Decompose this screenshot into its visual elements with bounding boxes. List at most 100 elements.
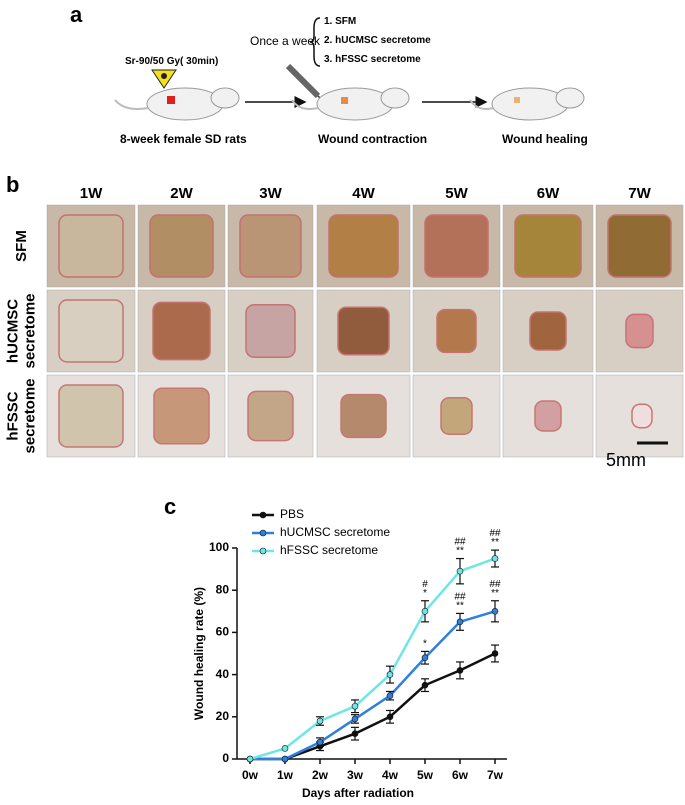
data-point bbox=[421, 607, 429, 615]
wound bbox=[534, 400, 562, 432]
x-tick-label: 0w bbox=[242, 768, 259, 782]
wound-photo bbox=[412, 204, 501, 288]
x-tick-label: 7w bbox=[487, 768, 504, 782]
wound-photo bbox=[316, 289, 411, 373]
legend-marker bbox=[259, 511, 267, 519]
wound bbox=[58, 384, 124, 448]
wound bbox=[245, 304, 296, 358]
wound bbox=[149, 214, 214, 278]
wound bbox=[436, 308, 477, 354]
wound-photo bbox=[502, 289, 594, 373]
wound bbox=[631, 403, 653, 429]
y-tick-label: 0 bbox=[222, 751, 229, 765]
brace bbox=[309, 17, 321, 67]
wound-photo bbox=[502, 374, 594, 458]
y-tick-label: 80 bbox=[216, 582, 230, 596]
data-point bbox=[246, 755, 254, 763]
significance-mark: # bbox=[422, 579, 428, 590]
significance-mark: ## bbox=[489, 579, 501, 590]
row-label: secretome bbox=[21, 378, 38, 453]
caption: Wound contraction bbox=[318, 132, 427, 146]
x-tick-label: 1w bbox=[277, 768, 294, 782]
significance-mark: * bbox=[423, 588, 427, 599]
data-point bbox=[351, 715, 359, 723]
row-label: secretome bbox=[21, 293, 38, 368]
data-point bbox=[281, 755, 289, 763]
data-point bbox=[316, 738, 324, 746]
wound bbox=[625, 313, 654, 349]
y-axis-label: Wound healing rate (%) bbox=[192, 587, 206, 720]
data-point bbox=[316, 717, 324, 725]
x-tick-label: 4w bbox=[382, 768, 399, 782]
legend-marker bbox=[259, 529, 267, 537]
x-tick-label: 6w bbox=[452, 768, 469, 782]
treatment: 1. SFM bbox=[324, 16, 356, 27]
wound bbox=[337, 306, 390, 356]
column-header: 7W bbox=[628, 185, 651, 202]
wound bbox=[239, 214, 302, 278]
rat bbox=[469, 87, 585, 121]
data-point bbox=[281, 745, 289, 752]
wound bbox=[514, 214, 582, 278]
row-label: hFSSC bbox=[4, 391, 21, 440]
data-point bbox=[456, 618, 464, 626]
wound-photo bbox=[412, 374, 501, 458]
series-line bbox=[249, 557, 496, 761]
frequency: Once a week bbox=[250, 34, 321, 48]
wound-photo bbox=[595, 289, 684, 373]
x-axis-label: Days after radiation bbox=[302, 786, 414, 800]
y-tick-label: 100 bbox=[209, 540, 229, 554]
wound-photo bbox=[46, 204, 136, 288]
data-point bbox=[491, 650, 499, 657]
radiation-icon bbox=[161, 73, 167, 79]
significance-mark: ** bbox=[456, 546, 464, 557]
legend-marker bbox=[259, 547, 267, 555]
significance-mark: ## bbox=[454, 537, 466, 548]
column-header: 2W bbox=[170, 185, 193, 202]
wound-photo bbox=[137, 204, 226, 288]
column-header: 4W bbox=[352, 185, 375, 202]
wound bbox=[340, 393, 387, 439]
legend-label: hFSSC secretome bbox=[280, 543, 378, 557]
data-point bbox=[421, 681, 429, 689]
rat bbox=[114, 87, 240, 121]
panel-label: a bbox=[70, 2, 83, 27]
x-tick-label: 3w bbox=[347, 768, 364, 782]
treatment: 3. hFSSC secretome bbox=[324, 54, 421, 65]
wound-photo bbox=[595, 374, 684, 458]
significance-mark: ** bbox=[456, 600, 464, 611]
wound bbox=[529, 311, 567, 351]
y-tick-label: 60 bbox=[216, 625, 230, 639]
significance-mark: ## bbox=[454, 591, 466, 602]
column-header: 1W bbox=[80, 185, 103, 202]
panel-label: c bbox=[164, 494, 176, 519]
wound-photo bbox=[316, 204, 411, 288]
x-tick-label: 5w bbox=[417, 768, 434, 782]
column-header: 3W bbox=[259, 185, 282, 202]
wound bbox=[153, 387, 210, 445]
caption: 8-week female SD rats bbox=[120, 132, 247, 146]
significance-mark: ** bbox=[491, 537, 499, 548]
caption: Wound healing bbox=[502, 132, 588, 146]
wound-photo bbox=[595, 204, 684, 288]
panel-a: a Sr-90/50 Gy( 30min) 8-week female SD r… bbox=[70, 2, 588, 146]
wound bbox=[58, 299, 124, 363]
data-point bbox=[351, 702, 359, 710]
wound bbox=[58, 214, 124, 278]
wound-photo bbox=[412, 289, 501, 373]
wound bbox=[328, 214, 399, 278]
panel-c: c 0 20 40 60 80 100 0w 1w 2w 3w 4w 5w 6w 7w Days after… bbox=[164, 494, 507, 800]
wound-photo bbox=[46, 374, 136, 458]
x-tick-label: 2w bbox=[312, 768, 329, 782]
wound-photo bbox=[227, 204, 314, 288]
data-point bbox=[351, 730, 359, 737]
legend-label: PBS bbox=[280, 507, 304, 521]
rat bbox=[291, 87, 410, 121]
wound bbox=[247, 390, 294, 442]
significance-mark: * bbox=[423, 638, 427, 649]
panel-label: b bbox=[6, 172, 19, 197]
wound-photo bbox=[227, 289, 314, 373]
significance-mark: ** bbox=[491, 588, 499, 599]
